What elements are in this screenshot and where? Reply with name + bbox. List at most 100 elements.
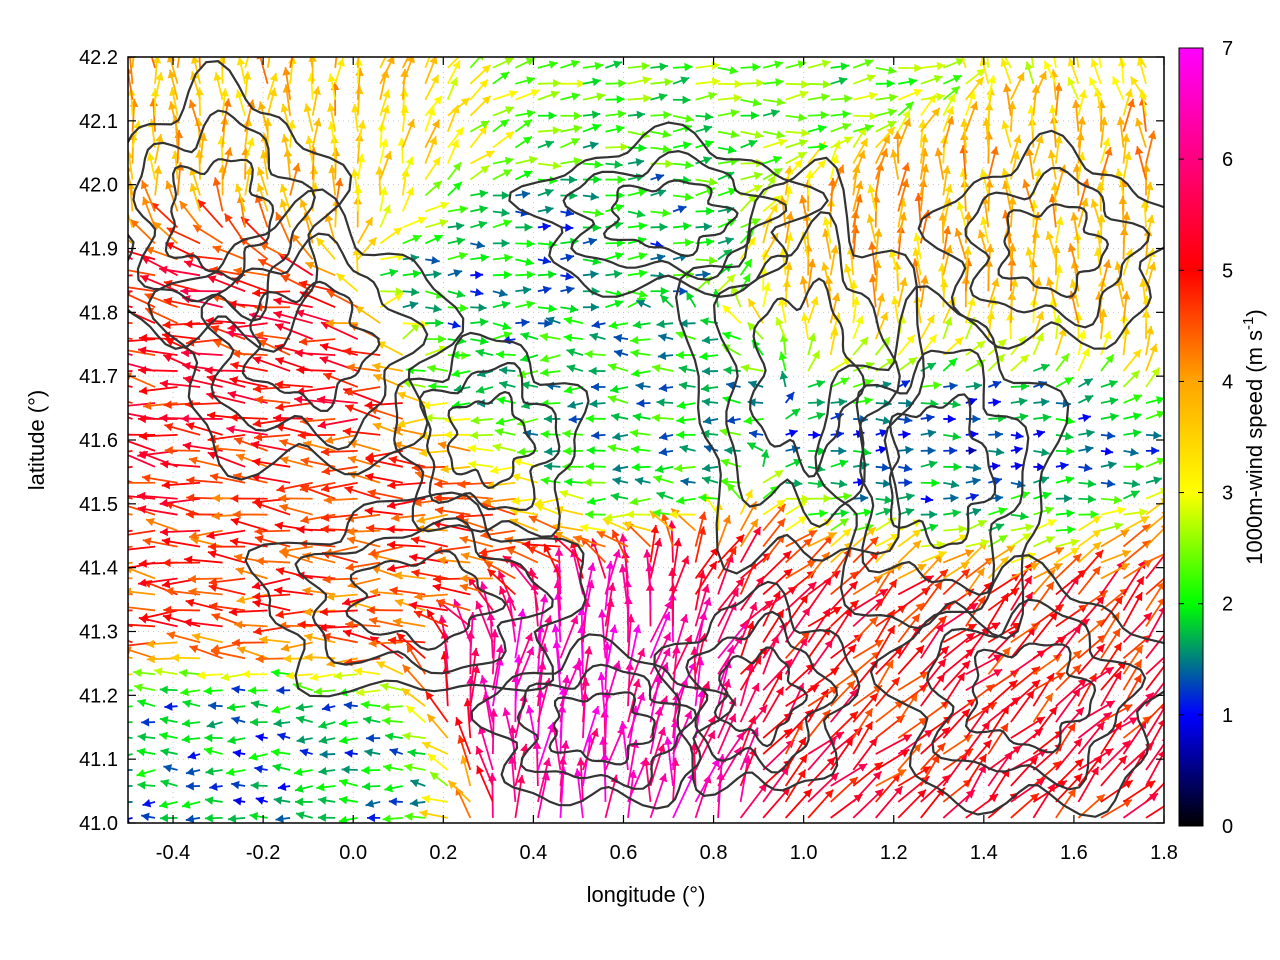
wind-arrowhead <box>753 171 763 181</box>
wind-arrowhead <box>388 797 397 806</box>
wind-vector <box>1053 57 1057 68</box>
wind-arrowhead <box>701 397 711 407</box>
wind-arrowhead <box>564 477 573 487</box>
contour-line <box>997 203 1110 299</box>
wind-arrowhead <box>976 567 985 577</box>
wind-arrowhead <box>179 201 188 210</box>
wind-arrowhead <box>504 156 514 166</box>
wind-arrowhead <box>979 168 989 178</box>
wind-vector <box>986 57 990 68</box>
wind-arrowhead <box>212 177 222 186</box>
wind-arrowhead <box>859 337 869 346</box>
wind-arrowhead <box>1147 130 1157 140</box>
wind-arrowhead <box>163 354 173 363</box>
wind-arrowhead <box>460 97 470 107</box>
wind-arrowhead <box>753 184 763 193</box>
wind-arrowhead <box>1035 311 1045 321</box>
wind-vector <box>1139 57 1147 69</box>
wind-arrowhead <box>586 446 595 455</box>
wind-arrowhead <box>185 338 195 347</box>
wind-arrowhead <box>1066 416 1075 425</box>
wind-arrowhead <box>1074 312 1083 321</box>
wind-arrowhead <box>631 462 640 472</box>
wind-arrowhead <box>760 449 770 459</box>
wind-arrowhead <box>1011 151 1020 160</box>
wind-arrowhead <box>617 109 626 119</box>
x-tick-label: 0.0 <box>339 842 367 864</box>
wind-arrowhead <box>726 482 736 492</box>
wind-arrowhead <box>797 152 807 160</box>
wind-arrowhead <box>138 333 147 343</box>
wind-arrowhead <box>165 180 174 190</box>
wind-arrowhead <box>1024 61 1034 71</box>
wind-arrowhead <box>778 351 788 361</box>
wind-vector <box>150 57 156 69</box>
wind-arrowhead <box>299 199 308 209</box>
wind-arrowhead <box>503 331 513 340</box>
wind-arrowhead <box>711 758 720 768</box>
wind-arrowhead <box>1168 646 1177 655</box>
wind-arrowhead <box>364 217 373 227</box>
wind-arrowhead <box>1132 349 1142 359</box>
wind-arrowhead <box>271 668 280 678</box>
wind-arrowhead <box>1019 354 1029 364</box>
wind-arrowhead <box>1147 262 1157 271</box>
wind-arrowhead <box>341 765 350 775</box>
wind-arrowhead <box>775 686 784 696</box>
wind-arrowhead <box>540 429 549 439</box>
wind-arrowhead <box>873 762 883 771</box>
y-tick-label: 41.9 <box>79 239 118 261</box>
wind-arrowhead <box>722 679 732 688</box>
wind-arrowhead <box>890 533 900 542</box>
wind-arrowhead <box>382 814 391 823</box>
wind-arrowhead <box>208 542 216 552</box>
wind-arrowhead <box>597 672 607 681</box>
x-tick-label: 1.6 <box>1060 842 1088 864</box>
y-tick-label: 41.8 <box>79 302 118 324</box>
wind-arrowhead <box>430 772 440 781</box>
wind-arrowhead <box>985 179 994 188</box>
wind-arrowhead <box>383 763 392 773</box>
wind-arrowhead <box>183 375 192 384</box>
wind-arrowhead <box>432 157 441 167</box>
wind-arrowhead <box>872 771 882 781</box>
wind-arrowhead <box>1113 41 1121 50</box>
wind-arrowhead <box>180 286 189 296</box>
wind-arrowhead <box>228 607 237 617</box>
wind-arrowhead <box>117 246 126 254</box>
wind-arrowhead <box>211 644 220 653</box>
wind-arrowhead <box>414 592 423 601</box>
wind-arrowhead <box>886 541 895 551</box>
wind-arrowhead <box>926 314 935 324</box>
wind-arrowhead <box>1121 291 1131 300</box>
wind-arrowhead <box>678 364 688 374</box>
wind-arrowhead <box>961 709 970 718</box>
wind-arrowhead <box>503 270 512 280</box>
wind-arrowhead <box>1084 445 1094 454</box>
wind-arrowhead <box>783 568 793 578</box>
wind-arrowhead <box>935 623 944 633</box>
wind-arrowhead <box>797 516 807 525</box>
wind-arrowhead <box>1134 645 1143 655</box>
wind-arrowhead <box>97 392 106 400</box>
wind-arrowhead <box>864 721 873 731</box>
wind-arrowhead <box>1083 378 1093 387</box>
wind-arrowhead <box>667 520 677 529</box>
wind-arrowhead <box>1000 593 1009 603</box>
wind-arrowhead <box>710 547 719 557</box>
wind-arrowhead <box>1159 704 1164 710</box>
wind-arrowhead <box>387 636 397 645</box>
wind-arrowhead <box>312 86 322 95</box>
colorbar-tick-label: 1 <box>1222 705 1233 727</box>
wind-arrowhead <box>928 334 937 344</box>
wind-arrowhead <box>1072 99 1081 108</box>
wind-arrowhead <box>296 525 305 534</box>
wind-arrowhead <box>255 733 265 742</box>
wind-arrowhead <box>271 748 280 757</box>
wind-arrowhead <box>433 493 442 503</box>
wind-arrowhead <box>636 398 645 408</box>
wind-vector <box>582 705 599 755</box>
wind-arrowhead <box>498 586 507 596</box>
wind-arrowhead <box>937 658 946 668</box>
wind-arrowhead <box>305 135 314 145</box>
